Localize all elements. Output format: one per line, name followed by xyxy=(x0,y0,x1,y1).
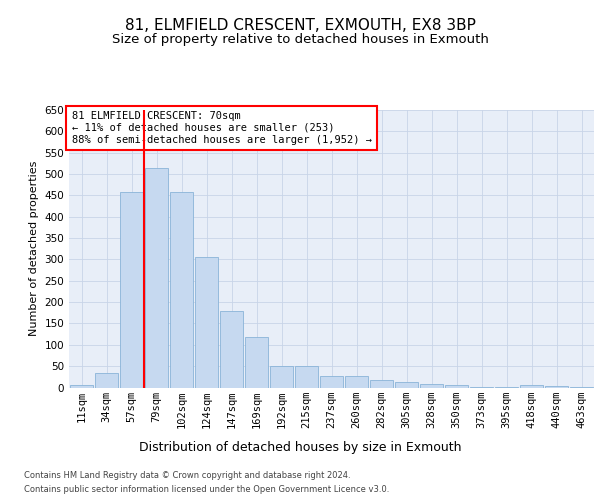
Bar xyxy=(370,380,393,388)
Bar xyxy=(220,310,243,388)
Bar xyxy=(470,386,493,388)
Bar xyxy=(295,366,318,388)
Bar xyxy=(445,386,468,388)
Bar xyxy=(545,386,568,388)
Bar xyxy=(345,376,368,388)
Bar xyxy=(145,168,168,388)
Bar xyxy=(495,386,518,388)
Bar xyxy=(70,386,93,388)
Bar xyxy=(195,258,218,388)
Bar xyxy=(395,382,418,388)
Bar xyxy=(320,376,343,388)
Bar xyxy=(520,386,543,388)
Bar xyxy=(245,337,268,388)
Text: 81 ELMFIELD CRESCENT: 70sqm
← 11% of detached houses are smaller (253)
88% of se: 81 ELMFIELD CRESCENT: 70sqm ← 11% of det… xyxy=(71,112,371,144)
Bar xyxy=(95,372,118,388)
Text: Distribution of detached houses by size in Exmouth: Distribution of detached houses by size … xyxy=(139,441,461,454)
Bar xyxy=(120,192,143,388)
Bar xyxy=(420,384,443,388)
Text: Contains public sector information licensed under the Open Government Licence v3: Contains public sector information licen… xyxy=(24,484,389,494)
Y-axis label: Number of detached properties: Number of detached properties xyxy=(29,161,39,336)
Text: Contains HM Land Registry data © Crown copyright and database right 2024.: Contains HM Land Registry data © Crown c… xyxy=(24,472,350,480)
Text: 81, ELMFIELD CRESCENT, EXMOUTH, EX8 3BP: 81, ELMFIELD CRESCENT, EXMOUTH, EX8 3BP xyxy=(125,18,475,32)
Bar xyxy=(170,192,193,388)
Text: Size of property relative to detached houses in Exmouth: Size of property relative to detached ho… xyxy=(112,32,488,46)
Bar xyxy=(270,366,293,388)
